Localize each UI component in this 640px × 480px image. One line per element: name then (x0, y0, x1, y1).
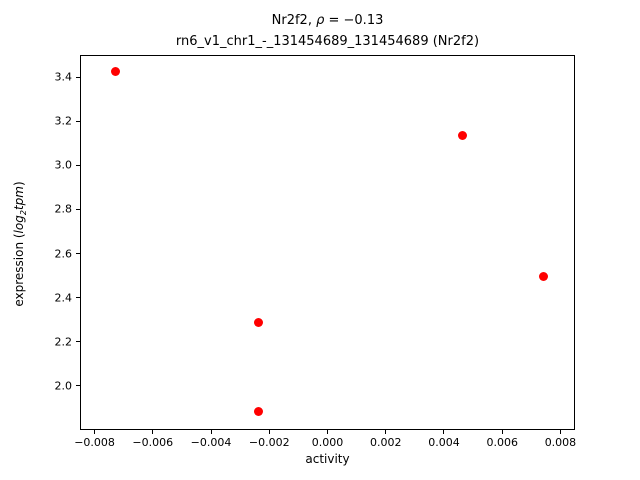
title-rho: ρ (316, 13, 325, 28)
plot-area (80, 55, 575, 430)
data-point (254, 318, 264, 328)
y-tick-label: 3.4 (54, 70, 73, 84)
x-tick-label: 0.008 (544, 436, 577, 449)
data-point (539, 272, 549, 282)
data-point (254, 406, 264, 416)
x-tick-label: 0.004 (428, 436, 460, 449)
data-point (111, 66, 121, 76)
x-tick-label: −0.008 (74, 436, 115, 449)
chart-title-line1: Nr2f2, ρ = −0.13 (80, 10, 575, 31)
y-tick-mark (76, 120, 80, 122)
y-tick-label: 3.0 (54, 158, 73, 172)
title-value: = −0.13 (324, 13, 384, 28)
y-tick-mark (76, 341, 80, 343)
x-tick-mark (268, 430, 270, 434)
x-tick-label: −0.002 (248, 436, 290, 449)
y-tick-label: 2.6 (54, 247, 73, 261)
x-tick-mark (152, 430, 154, 434)
x-tick-mark (327, 430, 328, 434)
y-tick-mark (76, 385, 80, 387)
x-tick-mark (210, 430, 212, 434)
y-label-subscript: 2 (19, 210, 28, 216)
y-label-tpm: tpm (12, 186, 26, 211)
x-tick-label: −0.004 (190, 436, 232, 449)
y-tick-label: 2.0 (54, 379, 73, 393)
y-tick-label: 2.2 (54, 335, 73, 349)
y-tick-label: 2.8 (54, 202, 73, 216)
x-tick-mark (94, 430, 96, 434)
x-tick-mark (385, 430, 387, 434)
x-tick-mark (501, 430, 503, 434)
y-tick-label: 3.2 (54, 114, 73, 128)
x-tick-mark (559, 430, 561, 434)
y-tick-mark (76, 164, 80, 166)
y-tick-mark (76, 208, 80, 210)
y-tick-mark (76, 76, 80, 78)
x-axis-label: activity (305, 452, 350, 466)
y-label-prefix: expression ( (12, 233, 26, 307)
x-tick-label: 0.002 (369, 436, 402, 449)
x-tick-label: 0.000 (311, 436, 344, 449)
y-label-suffix: ) (12, 181, 26, 187)
y-tick-mark (76, 253, 80, 255)
y-label-log: log (12, 215, 26, 234)
y-tick-label: 2.4 (54, 291, 73, 305)
data-point (457, 130, 467, 140)
chart-title: Nr2f2, ρ = −0.13 rn6_v1_chr1_-_131454689… (80, 10, 575, 52)
title-text: Nr2f2, (271, 13, 317, 28)
y-axis-label: expression (log2tpm) (12, 134, 28, 354)
x-tick-label: 0.006 (486, 436, 518, 449)
x-tick-mark (443, 430, 445, 434)
y-tick-mark (76, 297, 80, 299)
chart-subtitle: rn6_v1_chr1_-_131454689_131454689 (Nr2f2… (175, 34, 480, 49)
x-tick-label: −0.006 (132, 436, 174, 449)
